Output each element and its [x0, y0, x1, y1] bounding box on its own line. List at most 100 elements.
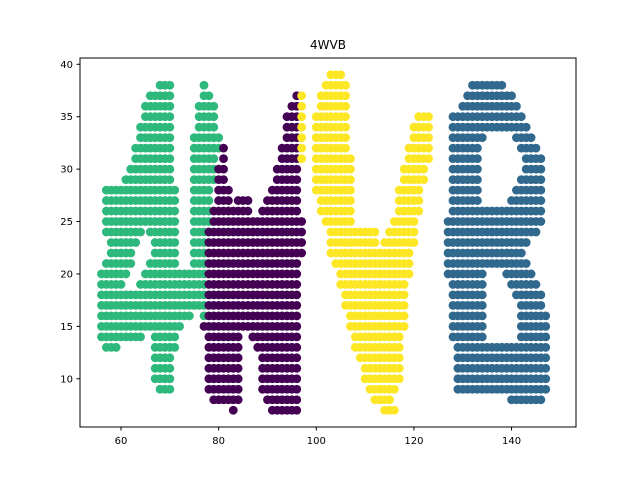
- data-point: [136, 332, 145, 342]
- data-point: [526, 269, 536, 279]
- data-point: [165, 112, 175, 122]
- data-point: [204, 91, 214, 101]
- data-point: [209, 122, 219, 132]
- data-point: [224, 185, 233, 195]
- data-point: [170, 248, 180, 258]
- data-point: [394, 332, 404, 342]
- data-point: [536, 154, 546, 164]
- series-3: [297, 70, 433, 415]
- data-point: [541, 332, 551, 342]
- data-point: [424, 122, 433, 132]
- data-point: [292, 395, 302, 405]
- data-point: [297, 248, 307, 258]
- data-point: [297, 227, 307, 237]
- data-point: [209, 101, 219, 111]
- data-point: [111, 342, 121, 352]
- data-point: [199, 80, 209, 90]
- y-tick-label: 25: [60, 217, 73, 228]
- data-point: [209, 154, 219, 164]
- y-tick-label: 10: [60, 374, 73, 385]
- data-point: [399, 290, 409, 300]
- data-point: [424, 112, 433, 122]
- data-point: [394, 363, 404, 373]
- data-point: [541, 374, 551, 384]
- data-point: [233, 363, 243, 373]
- data-point: [184, 311, 194, 321]
- data-point: [409, 217, 419, 226]
- data-point: [292, 259, 302, 268]
- data-point: [170, 259, 180, 268]
- data-point: [219, 164, 228, 174]
- data-point: [516, 112, 526, 122]
- data-point: [389, 405, 399, 415]
- data-point: [219, 143, 228, 153]
- data-point: [346, 206, 355, 216]
- data-point: [424, 133, 433, 143]
- data-point: [121, 269, 131, 279]
- y-tick-label: 40: [60, 60, 73, 71]
- data-point: [292, 185, 302, 195]
- data-point: [165, 175, 175, 185]
- data-point: [292, 363, 302, 373]
- data-point: [536, 164, 546, 174]
- data-point: [292, 342, 302, 352]
- data-point: [472, 143, 482, 153]
- data-point: [477, 332, 487, 342]
- data-point: [477, 133, 487, 143]
- data-point: [336, 70, 346, 80]
- data-point: [385, 395, 394, 405]
- data-point: [541, 384, 551, 394]
- data-point: [165, 80, 175, 90]
- data-point: [214, 133, 224, 143]
- data-point: [292, 280, 302, 289]
- y-tick-label: 15: [60, 322, 73, 333]
- data-point: [477, 269, 487, 279]
- data-point: [399, 321, 409, 331]
- data-point: [297, 238, 307, 247]
- data-point: [170, 196, 180, 205]
- data-point: [165, 133, 175, 143]
- data-point: [507, 91, 516, 101]
- data-point: [399, 301, 409, 310]
- data-point: [541, 353, 551, 363]
- data-point: [472, 154, 482, 164]
- data-point: [346, 154, 355, 164]
- data-point: [541, 342, 551, 352]
- data-point: [292, 311, 302, 321]
- data-point: [204, 185, 214, 195]
- data-point: [292, 290, 302, 300]
- data-point: [536, 206, 546, 216]
- data-point: [292, 405, 302, 415]
- data-point: [170, 342, 180, 352]
- data-point: [414, 196, 424, 205]
- data-point: [170, 206, 180, 216]
- data-point: [297, 91, 307, 101]
- data-point: [175, 321, 184, 331]
- data-point: [170, 217, 180, 226]
- data-point: [297, 217, 307, 226]
- data-point: [297, 154, 307, 164]
- data-point: [170, 185, 180, 195]
- data-point: [136, 227, 145, 237]
- data-point: [477, 280, 487, 289]
- data-point: [233, 342, 243, 352]
- data-point: [170, 332, 180, 342]
- data-point: [292, 269, 302, 279]
- data-point: [297, 101, 307, 111]
- data-point: [297, 122, 307, 132]
- data-point: [477, 290, 487, 300]
- data-point: [472, 164, 482, 174]
- data-point: [341, 143, 350, 153]
- data-point: [536, 395, 546, 405]
- data-point: [346, 164, 355, 174]
- data-point: [341, 80, 350, 90]
- data-point: [204, 196, 214, 205]
- data-point: [341, 122, 350, 132]
- data-point: [516, 248, 526, 258]
- data-point: [297, 133, 307, 143]
- data-point: [536, 301, 546, 310]
- data-point: [341, 91, 350, 101]
- data-point: [346, 196, 355, 205]
